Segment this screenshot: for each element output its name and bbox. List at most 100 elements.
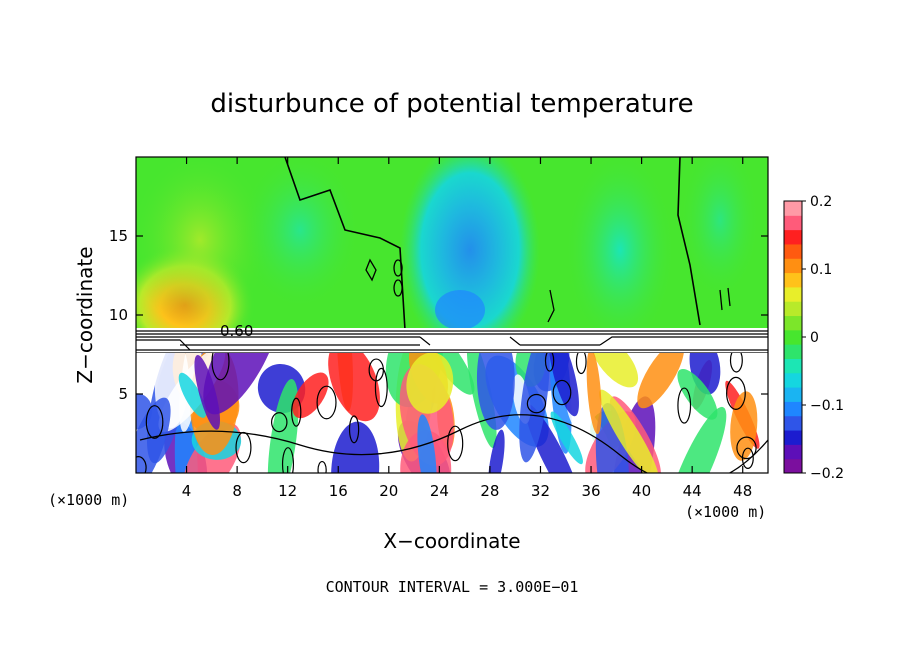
turbulent-eddy — [488, 429, 505, 473]
x-unit-left: (×1000 m) — [48, 491, 129, 509]
colorbar-swatch — [784, 372, 802, 388]
x-axis: 4 8 12 16 20 24 28 32 36 40 44 48 — [182, 157, 752, 500]
contour-loop — [211, 353, 230, 381]
contour-loop — [526, 393, 547, 414]
turbulent-eddy — [417, 414, 437, 473]
x-tick-label: 4 — [182, 482, 192, 500]
contour-loop — [136, 456, 147, 473]
x-axis-label: X−coordinate — [383, 529, 520, 553]
x-unit-right: (×1000 m) — [685, 503, 766, 521]
turbulent-eddy — [406, 353, 454, 414]
turbulent-eddy — [203, 353, 281, 415]
turbulent-eddy — [550, 411, 583, 465]
y-tick-label: 5 — [118, 385, 128, 403]
contour-loop — [317, 460, 327, 473]
turbulent-eddy — [264, 388, 350, 473]
turbulent-eddy — [666, 406, 727, 473]
colorbar-swatch — [784, 430, 802, 445]
cool-anomaly-left — [240, 157, 360, 310]
turbulent-eddy — [586, 353, 602, 435]
colorbar-swatch — [784, 344, 802, 359]
colorbar-swatch — [784, 286, 802, 302]
turbulent-eddy — [292, 372, 329, 419]
turbulent-eddy — [267, 378, 299, 473]
y-axis-label: Z−coordinate — [73, 246, 97, 383]
contour-loop — [741, 447, 754, 469]
x-tick-label: 16 — [329, 482, 348, 500]
colorbar-swatch — [784, 444, 802, 460]
turbulent-eddy — [136, 397, 171, 473]
cool-core — [435, 290, 485, 330]
turbulent-eddy — [178, 372, 207, 418]
x-tick-label: 20 — [379, 482, 398, 500]
turbulent-eddy — [519, 353, 550, 463]
turbulent-eddy — [599, 389, 659, 473]
turbulent-eddy — [194, 355, 221, 430]
x-tick-label: 36 — [581, 482, 600, 500]
contour-loop — [291, 397, 302, 427]
cool-anomaly-right — [565, 157, 675, 350]
y-tick-label: 15 — [109, 227, 128, 245]
x-tick-label: 24 — [430, 482, 449, 500]
colorbar-swatch — [784, 258, 802, 274]
colorbar: 0.2 0.1 0 −0.1 −0.2 — [783, 194, 844, 482]
colorbar-swatch — [784, 415, 802, 431]
turbulent-eddy — [677, 368, 718, 420]
contour-loop — [281, 447, 295, 473]
contour-loop — [736, 436, 757, 460]
contour-loop — [677, 387, 692, 424]
lower-turbulent-region — [136, 353, 768, 473]
colorbar-swatch — [784, 458, 802, 474]
colorbar-swatch — [784, 358, 802, 374]
contour-loop — [447, 425, 464, 462]
contour-loop — [552, 379, 572, 406]
colorbar-tick-label: 0.2 — [810, 194, 832, 210]
contour-loop — [726, 376, 746, 410]
x-tick-label: 32 — [531, 482, 550, 500]
x-tick-label: 12 — [278, 482, 297, 500]
colorbar-tick-label: −0.1 — [810, 398, 844, 414]
turbulent-eddy — [331, 421, 380, 473]
x-tick-label: 40 — [632, 482, 651, 500]
colorbar-tick-label: −0.2 — [810, 466, 844, 482]
contour-streaks-upper — [547, 287, 731, 323]
x-tick-label: 48 — [733, 482, 752, 500]
x-tick-label: 28 — [480, 482, 499, 500]
y-axis: 5 10 15 — [109, 227, 768, 403]
colorbar-swatch — [784, 229, 802, 245]
chart-title: disturbunce of potential temperature — [210, 89, 693, 119]
contour-loop — [544, 353, 555, 372]
colorbar-tick-label: 0 — [810, 330, 819, 346]
colorbar-tick-label: 0.1 — [810, 262, 832, 278]
zero-contour-upper — [284, 157, 701, 331]
contour-value-label: 0.60 — [220, 322, 253, 340]
colorbar-swatch — [784, 215, 802, 231]
colorbar-swatch — [784, 329, 802, 345]
contour-interval-note: CONTOUR INTERVAL = 3.000E−01 — [326, 578, 579, 596]
contour-loop — [145, 405, 164, 439]
turbulent-eddy — [476, 353, 515, 430]
cool-anomaly-edge — [680, 157, 760, 300]
colorbar-swatch — [784, 201, 802, 216]
turbulent-eddy — [548, 353, 579, 417]
contour-line-lower — [139, 414, 768, 473]
colorbar-swatch — [784, 387, 802, 402]
contour-loop — [270, 412, 288, 433]
plot-field: 0.60 — [136, 157, 768, 473]
x-tick-label: 44 — [683, 482, 702, 500]
contour-loop — [575, 353, 587, 375]
y-tick-label: 10 — [109, 306, 128, 324]
contour-loop — [729, 353, 743, 373]
colorbar-swatch — [784, 243, 802, 259]
turbulent-eddy — [637, 353, 685, 409]
turbulent-eddy — [328, 353, 380, 422]
colorbar-swatch — [784, 301, 802, 317]
contour-loop — [348, 415, 360, 444]
turbulent-eddy — [590, 353, 639, 388]
turbulent-eddy — [421, 353, 475, 395]
x-tick-label: 8 — [232, 482, 242, 500]
colorbar-swatch — [784, 401, 802, 417]
colorbar-swatch — [784, 315, 802, 331]
cool-anomaly-center — [400, 157, 540, 360]
